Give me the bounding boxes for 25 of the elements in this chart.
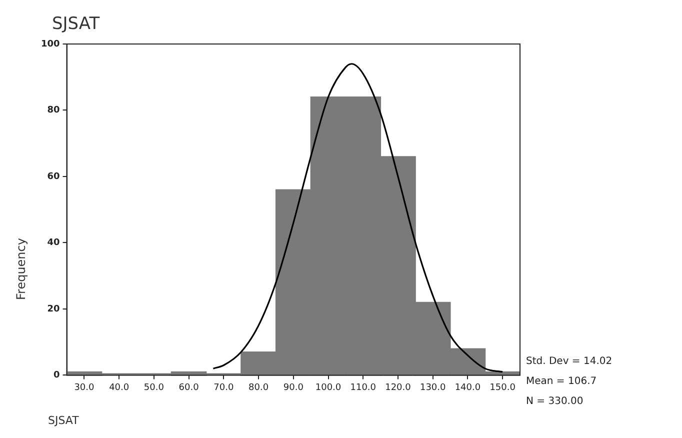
y-tick-label: 20 <box>47 304 60 314</box>
chart-title: SJSAT <box>52 14 100 34</box>
x-tick-label: 120.0 <box>385 382 412 393</box>
x-tick-label: 140.0 <box>454 382 481 393</box>
x-tick-label: 130.0 <box>420 382 446 393</box>
y-axis-title: Frequency <box>14 237 28 302</box>
x-tick-label: 80.0 <box>248 382 269 393</box>
x-tick-label: 30.0 <box>74 382 95 393</box>
x-tick-label: 60.0 <box>178 382 200 393</box>
y-tick-label: 40 <box>47 238 60 248</box>
y-tick-label: 0 <box>54 370 60 381</box>
y-tick-label: 100 <box>40 39 60 50</box>
text: Std. Dev = 14.02 <box>526 355 612 369</box>
x-tick-label: 90.0 <box>283 382 304 393</box>
text: N = 330.00 <box>526 395 584 409</box>
x-tick-label: 40.0 <box>109 382 130 393</box>
x-tick-label: 50.0 <box>144 382 164 393</box>
x-tick-label: 70.0 <box>214 382 234 393</box>
y-tick-label: 60 <box>47 172 60 182</box>
x-tick-label: 110.0 <box>350 382 376 393</box>
text: Mean = 106.7 <box>526 375 598 389</box>
y-tick-label: 80 <box>47 106 60 116</box>
x-axis-title: SJSAT <box>48 414 79 427</box>
x-tick-label: 150.0 <box>490 382 516 393</box>
x-tick-label: 100.0 <box>315 382 342 393</box>
